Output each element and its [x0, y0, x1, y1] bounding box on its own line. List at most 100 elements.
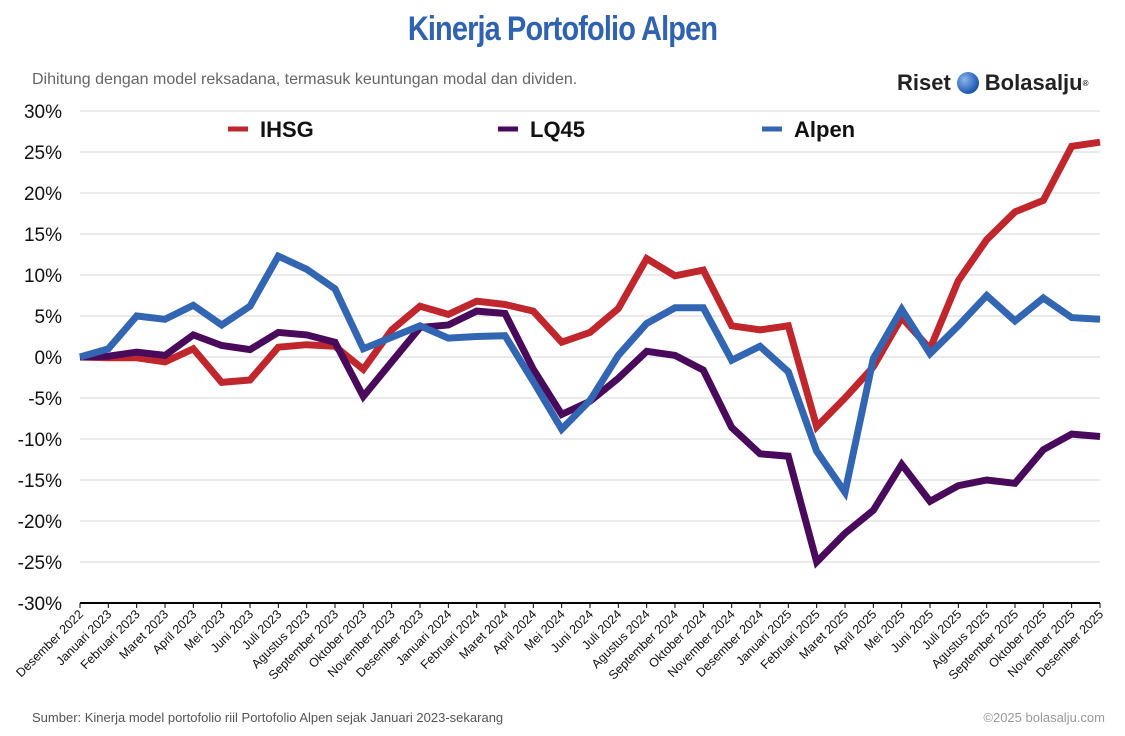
data-point-ihsg — [1014, 211, 1016, 213]
data-point-lq45 — [646, 350, 648, 352]
data-point-alpen — [872, 358, 874, 360]
data-point-ihsg — [646, 258, 648, 260]
data-point-lq45 — [1042, 449, 1044, 451]
data-point-ihsg — [447, 313, 449, 315]
data-point-alpen — [1042, 297, 1044, 299]
data-point-lq45 — [334, 341, 336, 343]
data-point-ihsg — [589, 331, 591, 333]
data-point-ihsg — [192, 348, 194, 350]
data-point-ihsg — [787, 325, 789, 327]
data-point-ihsg — [986, 239, 988, 241]
y-tick-label: 15% — [24, 225, 62, 246]
data-point-ihsg — [844, 397, 846, 399]
registered-mark: ® — [1082, 78, 1089, 88]
data-point-lq45 — [249, 349, 251, 351]
data-point-ihsg — [674, 275, 676, 277]
snowball-icon — [956, 72, 979, 94]
data-point-alpen — [164, 318, 166, 320]
data-point-lq45 — [617, 377, 619, 379]
brand-logo: Riset Bolasalju ® — [897, 70, 1089, 96]
data-point-alpen — [901, 308, 903, 310]
y-tick-label: 5% — [35, 307, 63, 328]
data-point-lq45 — [872, 509, 874, 511]
data-point-ihsg — [419, 305, 421, 307]
data-point-lq45 — [816, 561, 818, 563]
data-point-alpen — [391, 336, 393, 338]
data-point-alpen — [362, 348, 364, 350]
data-point-lq45 — [787, 455, 789, 457]
series-line-alpen — [79, 251, 1101, 501]
data-point-ihsg — [617, 308, 619, 310]
chart-subtitle: Dihitung dengan model reksadana, termasu… — [32, 71, 578, 88]
logo-text-bolasalju: Bolasalju — [984, 70, 1083, 95]
data-point-alpen — [589, 399, 591, 401]
data-point-lq45 — [759, 453, 761, 455]
y-tick-label: 30% — [24, 102, 62, 123]
series-line-ihsg — [79, 138, 1101, 434]
legend-label-alpen: Alpen — [794, 117, 855, 142]
data-point-alpen — [646, 322, 648, 324]
y-tick-label: -10% — [18, 430, 62, 451]
data-point-lq45 — [362, 395, 364, 397]
data-point-alpen — [617, 354, 619, 356]
data-point-ihsg — [1042, 199, 1044, 201]
data-point-alpen — [1099, 318, 1101, 320]
y-tick-label: 20% — [24, 184, 62, 205]
data-point-ihsg — [957, 280, 959, 282]
data-point-alpen — [759, 345, 761, 347]
data-point-lq45 — [277, 331, 279, 333]
data-point-alpen — [702, 307, 704, 309]
data-point-alpen — [136, 315, 138, 317]
data-point-alpen — [816, 450, 818, 452]
data-point-lq45 — [532, 368, 534, 370]
y-tick-label: -20% — [18, 512, 62, 533]
data-point-ihsg — [759, 329, 761, 331]
data-point-ihsg — [164, 361, 166, 363]
data-point-alpen — [731, 359, 733, 361]
data-point-ihsg — [136, 357, 138, 359]
data-point-alpen — [79, 356, 81, 358]
data-point-ihsg — [306, 344, 308, 346]
data-point-lq45 — [561, 413, 563, 415]
data-point-lq45 — [476, 310, 478, 312]
data-point-lq45 — [674, 354, 676, 356]
data-point-ihsg — [561, 341, 563, 343]
data-point-lq45 — [731, 427, 733, 429]
data-point-lq45 — [306, 334, 308, 336]
data-point-lq45 — [1099, 436, 1101, 438]
data-point-ihsg — [702, 269, 704, 271]
data-point-alpen — [561, 428, 563, 430]
data-point-alpen — [532, 381, 534, 383]
data-point-alpen — [986, 295, 988, 296]
data-point-ihsg — [221, 381, 223, 383]
logo-text-riset: Riset — [897, 70, 951, 95]
data-point-alpen — [334, 288, 336, 290]
data-point-alpen — [192, 304, 194, 306]
legend-label-ihsg: IHSG — [260, 117, 314, 142]
data-point-alpen — [221, 324, 223, 326]
data-point-alpen — [476, 336, 478, 337]
data-point-ihsg — [391, 329, 393, 331]
data-point-alpen — [447, 337, 449, 339]
data-point-alpen — [929, 353, 931, 355]
data-point-lq45 — [1071, 433, 1073, 435]
data-point-ihsg — [504, 304, 506, 306]
data-point-alpen — [277, 255, 279, 257]
data-point-alpen — [957, 325, 959, 327]
data-point-lq45 — [986, 479, 988, 481]
data-point-alpen — [844, 491, 846, 493]
source-note: Sumber: Kinerja model portofolio riil Po… — [32, 710, 504, 725]
data-point-ihsg — [249, 379, 251, 381]
data-point-alpen — [419, 325, 421, 327]
data-point-ihsg — [277, 346, 279, 348]
data-point-lq45 — [957, 485, 959, 487]
data-point-lq45 — [929, 500, 931, 502]
data-point-lq45 — [504, 313, 506, 315]
data-point-lq45 — [447, 324, 449, 326]
data-point-alpen — [504, 335, 506, 337]
legend-label-lq45: LQ45 — [530, 117, 585, 142]
data-point-alpen — [107, 348, 109, 350]
data-point-lq45 — [1014, 482, 1016, 484]
data-point-lq45 — [164, 354, 166, 356]
